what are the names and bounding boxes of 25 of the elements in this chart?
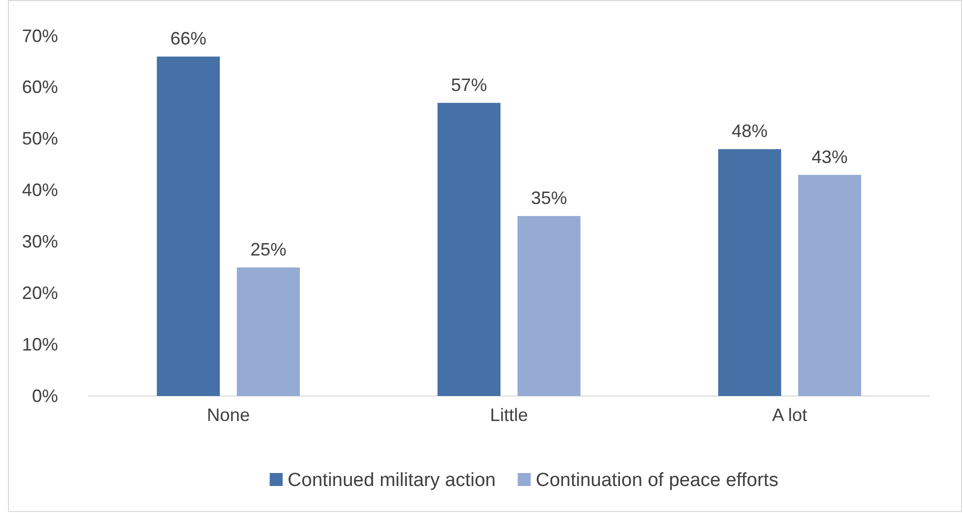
bar [798, 174, 862, 396]
y-tick-label: 10% [22, 334, 58, 354]
x-tick-label: Little [490, 404, 528, 425]
y-tick-label: 20% [22, 282, 58, 303]
data-label: 57% [450, 74, 488, 95]
bar [718, 149, 782, 396]
y-tick-label: 50% [22, 128, 58, 149]
y-tick-label: 0% [32, 386, 58, 406]
data-label: 66% [170, 28, 206, 49]
y-tick-label: 30% [22, 231, 58, 252]
bar [438, 102, 500, 396]
bar [156, 56, 220, 396]
bar [236, 267, 300, 396]
y-tick-label: 60% [22, 77, 58, 98]
x-tick-label: None [206, 404, 250, 425]
legend-label: Continuation of peace efforts [536, 470, 778, 491]
bar [518, 216, 580, 396]
data-label: 35% [530, 188, 568, 208]
data-label: 25% [250, 239, 286, 260]
legend-label: Continued military action [288, 470, 496, 491]
x-tick-label: A lot [772, 404, 808, 425]
data-label: 43% [812, 146, 848, 167]
y-tick-label: 40% [22, 180, 58, 200]
y-tick-label: 70% [22, 26, 58, 46]
data-label: 48% [732, 121, 768, 142]
